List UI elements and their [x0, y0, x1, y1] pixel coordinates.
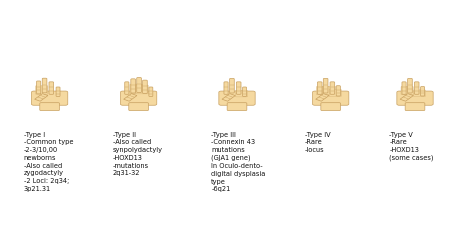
- FancyBboxPatch shape: [401, 86, 413, 95]
- FancyBboxPatch shape: [318, 82, 322, 94]
- Text: -Type V
-Rare
-HOXD13
(some cases): -Type V -Rare -HOXD13 (some cases): [389, 132, 434, 161]
- FancyBboxPatch shape: [49, 82, 54, 94]
- FancyBboxPatch shape: [120, 91, 157, 105]
- FancyBboxPatch shape: [31, 91, 68, 105]
- FancyBboxPatch shape: [229, 78, 234, 93]
- FancyBboxPatch shape: [322, 86, 336, 95]
- FancyBboxPatch shape: [413, 90, 426, 96]
- FancyBboxPatch shape: [130, 84, 142, 93]
- Polygon shape: [400, 94, 413, 101]
- FancyBboxPatch shape: [243, 87, 246, 96]
- FancyBboxPatch shape: [40, 103, 59, 111]
- FancyBboxPatch shape: [323, 78, 328, 93]
- Text: -Type III
-Connexin 43
mutations
(GJA1 gene)
In Oculo-dento-
digital dysplasia
t: -Type III -Connexin 43 mutations (GJA1 g…: [211, 132, 265, 192]
- Polygon shape: [316, 94, 329, 101]
- FancyBboxPatch shape: [414, 82, 419, 94]
- FancyBboxPatch shape: [129, 103, 148, 111]
- FancyBboxPatch shape: [56, 87, 60, 96]
- FancyBboxPatch shape: [420, 87, 425, 96]
- Polygon shape: [124, 94, 137, 101]
- FancyBboxPatch shape: [317, 86, 329, 95]
- FancyBboxPatch shape: [236, 90, 247, 97]
- Text: -Type II
-Also called
synpolydactyly
-HOXD13
-mutations
2q31-32: -Type II -Also called synpolydactyly -HO…: [113, 132, 163, 176]
- Polygon shape: [35, 94, 48, 101]
- FancyBboxPatch shape: [321, 103, 340, 111]
- Text: -Type IV
-Rare
-locus: -Type IV -Rare -locus: [305, 132, 330, 153]
- FancyBboxPatch shape: [312, 91, 349, 105]
- FancyBboxPatch shape: [237, 82, 241, 94]
- FancyBboxPatch shape: [397, 91, 433, 105]
- FancyBboxPatch shape: [137, 78, 141, 92]
- Text: -Type I
-Common type
-2-3/10,00
newborns
-Also called
zygodactyly
-2 Loci: 2q34;: -Type I -Common type -2-3/10,00 newborns…: [24, 132, 73, 192]
- FancyBboxPatch shape: [329, 89, 341, 96]
- FancyBboxPatch shape: [408, 78, 412, 93]
- FancyBboxPatch shape: [36, 86, 48, 94]
- FancyBboxPatch shape: [219, 91, 255, 105]
- FancyBboxPatch shape: [330, 82, 335, 94]
- FancyBboxPatch shape: [149, 87, 153, 96]
- FancyBboxPatch shape: [136, 85, 148, 94]
- FancyBboxPatch shape: [42, 78, 47, 93]
- Polygon shape: [222, 94, 235, 101]
- FancyBboxPatch shape: [131, 79, 136, 93]
- FancyBboxPatch shape: [227, 103, 247, 111]
- FancyBboxPatch shape: [402, 82, 406, 94]
- FancyBboxPatch shape: [36, 81, 41, 94]
- FancyBboxPatch shape: [224, 82, 228, 94]
- FancyBboxPatch shape: [143, 80, 147, 93]
- FancyBboxPatch shape: [125, 82, 129, 94]
- FancyBboxPatch shape: [336, 86, 340, 96]
- FancyBboxPatch shape: [405, 103, 425, 111]
